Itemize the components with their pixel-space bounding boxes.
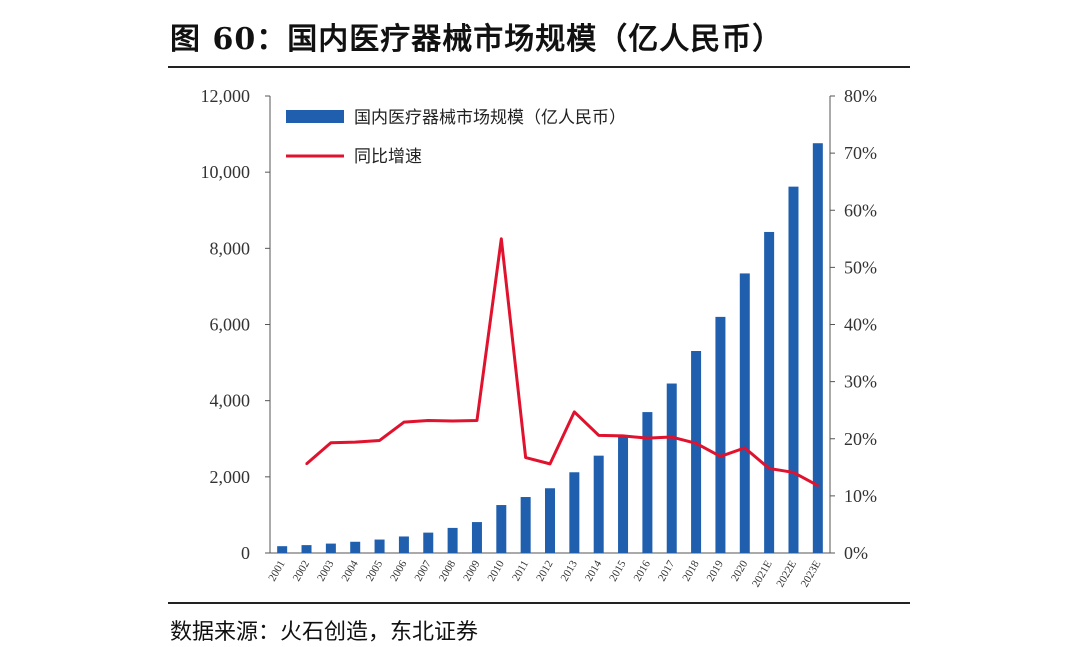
growth-point-2011 — [524, 456, 527, 459]
bar-2011 — [520, 497, 531, 553]
growth-point-2009 — [475, 419, 479, 422]
bar-2010 — [496, 505, 507, 553]
bar-2022E — [788, 186, 799, 553]
axes: 0 2,000 4,000 6,000 8,000 10,000 12,000 0% 10% 20… — [201, 86, 878, 589]
bar-2008 — [447, 527, 458, 553]
bar-2013 — [569, 472, 580, 553]
bar-2002 — [301, 545, 312, 553]
growth-point-2021E — [767, 467, 771, 470]
chart-plot: 0 2,000 4,000 6,000 8,000 10,000 12,000 0% 10% 20… — [201, 86, 878, 589]
x-tick-label: 2007 — [412, 558, 434, 583]
right-tick-label: 40% — [844, 315, 877, 335]
bar-2003 — [325, 543, 336, 553]
bar-2005 — [374, 539, 385, 553]
x-tick-label: 2002 — [291, 559, 312, 584]
x-tick-label: 2011 — [510, 559, 531, 584]
x-tick-label: 2023E — [799, 558, 824, 589]
growth-point-2004 — [354, 440, 357, 444]
left-tick-label: 10,000 — [201, 162, 251, 182]
x-tick-label: 2012 — [534, 559, 555, 584]
right-tick-label: 70% — [844, 143, 877, 163]
bar-2020 — [739, 273, 750, 553]
bar-2006 — [398, 536, 409, 553]
growth-point-2012 — [548, 462, 552, 466]
growth-point-2015 — [621, 434, 625, 438]
growth-point-2018 — [694, 442, 698, 445]
x-tick-label: 2019 — [705, 558, 727, 583]
bar-2016 — [642, 412, 653, 553]
bar-2014 — [593, 455, 604, 553]
legend: 国内医疗器械市场规模（亿人民币） 同比增速 — [286, 108, 626, 167]
legend-bar-swatch — [286, 110, 344, 123]
x-tick-label: 2001 — [266, 559, 287, 584]
left-tick-label: 2,000 — [210, 467, 251, 487]
growth-rate-line — [305, 237, 819, 487]
growth-point-2007 — [427, 419, 430, 422]
bar-2019 — [715, 316, 726, 553]
left-tick-label: 4,000 — [210, 391, 251, 411]
right-tick-label: 50% — [844, 257, 877, 277]
right-tick-label: 30% — [844, 372, 877, 392]
left-tick-label: 6,000 — [210, 315, 251, 335]
bar-2004 — [350, 541, 361, 553]
bar-2021E — [764, 231, 775, 553]
growth-point-2006 — [402, 420, 406, 424]
bar-2009 — [471, 522, 482, 553]
x-tick-label: 2015 — [607, 558, 629, 583]
line-series — [305, 237, 820, 487]
left-tick-label: 12,000 — [201, 86, 251, 106]
x-tick-label: 2022E — [774, 558, 799, 589]
x-tick-label: 2003 — [315, 558, 337, 583]
growth-point-2020 — [743, 446, 746, 450]
x-tick-label: 2021E — [750, 558, 775, 589]
x-tick-label: 2020 — [729, 558, 751, 583]
bar-2017 — [666, 383, 677, 553]
x-tick-label: 2008 — [437, 558, 459, 583]
right-tick-label: 20% — [844, 429, 877, 449]
bar-2018 — [691, 351, 702, 553]
bar-series — [277, 143, 823, 553]
bar-2001 — [277, 546, 288, 553]
bar-2007 — [423, 532, 434, 553]
growth-point-2016 — [646, 436, 649, 440]
title-divider — [168, 66, 910, 68]
x-tick-label: 2013 — [559, 558, 581, 583]
right-tick-label: 10% — [844, 486, 877, 506]
x-tick-label: 2017 — [656, 558, 678, 583]
left-tick-label: 0 — [241, 543, 250, 563]
growth-point-2013 — [573, 410, 576, 414]
x-tick-label: 2006 — [388, 558, 410, 583]
data-source-note: 数据来源：火石创造，东北证券 — [170, 620, 479, 645]
growth-point-2005 — [378, 439, 381, 442]
chart-title: 图 60：国内医疗器械市场规模（亿人民币） — [170, 22, 784, 57]
right-tick-label: 60% — [844, 200, 877, 220]
bar-2015 — [618, 435, 629, 553]
x-tick-label: 2010 — [486, 558, 508, 583]
growth-point-2003 — [329, 441, 333, 444]
growth-point-2022E — [792, 471, 795, 474]
growth-point-2010 — [500, 237, 503, 241]
x-tick-label: 2009 — [461, 558, 483, 583]
growth-point-2017 — [670, 435, 673, 439]
bar-2023E — [812, 143, 823, 553]
growth-point-2019 — [719, 455, 722, 458]
legend-bar-label: 国内医疗器械市场规模（亿人民币） — [354, 108, 626, 128]
bar-2012 — [545, 488, 555, 553]
source-divider — [168, 602, 910, 604]
left-tick-label: 8,000 — [210, 238, 251, 258]
x-tick-label: 2016 — [632, 558, 654, 583]
x-tick-label: 2005 — [364, 558, 386, 583]
growth-point-2002 — [305, 462, 308, 466]
legend-line-label: 同比增速 — [354, 147, 422, 167]
x-tick-label: 2014 — [583, 558, 605, 583]
growth-point-2008 — [451, 419, 454, 423]
right-tick-label: 0% — [844, 543, 868, 563]
growth-point-2014 — [597, 434, 600, 437]
right-tick-label: 80% — [844, 86, 877, 106]
growth-point-2023E — [816, 484, 820, 487]
x-tick-label: 2018 — [680, 558, 702, 583]
x-tick-label: 2004 — [339, 558, 361, 583]
